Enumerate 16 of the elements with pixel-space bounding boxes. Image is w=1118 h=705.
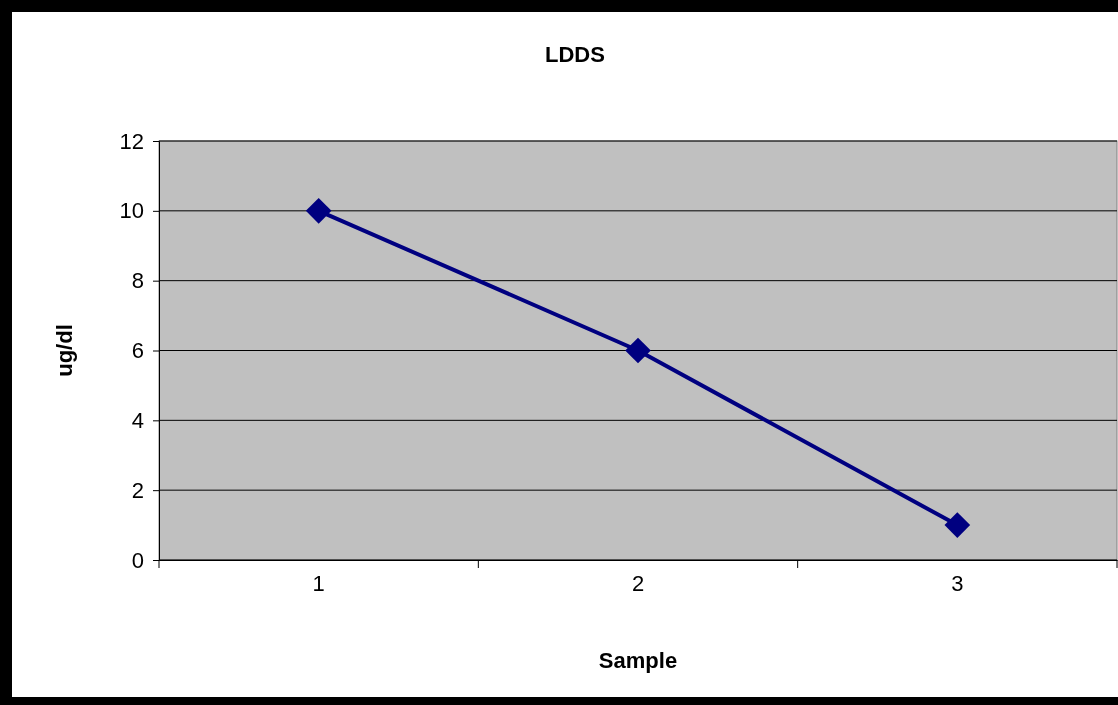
x-axis-title: Sample — [598, 648, 678, 673]
y-tick-label: 6 — [131, 338, 144, 364]
point — [944, 512, 971, 538]
x-tick-label: 1 — [312, 571, 325, 596]
y-tick-label: 10 — [119, 198, 144, 224]
x-tick-label: 3 — [951, 571, 964, 596]
x-tick-label: 2 — [631, 571, 645, 596]
point — [625, 337, 651, 364]
y-tick-label: 4 — [131, 407, 144, 433]
y-tick-label: 2 — [131, 477, 144, 503]
y-axis-title: ug/dl — [52, 324, 77, 377]
y-tick-label: 0 — [131, 547, 144, 573]
y-tick-label: 12 — [119, 128, 144, 154]
point — [305, 198, 332, 224]
chart-title: LDDS — [545, 42, 605, 67]
y-tick-label: 8 — [131, 268, 144, 294]
